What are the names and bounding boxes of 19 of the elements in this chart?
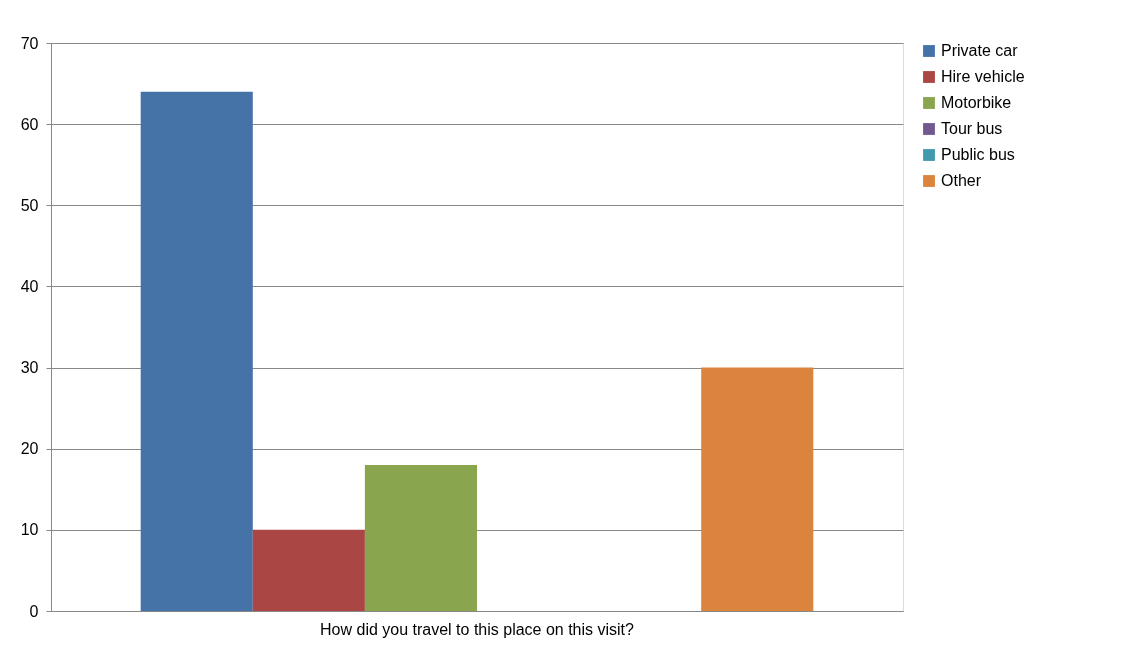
bar [252, 529, 365, 611]
bar [140, 91, 253, 611]
legend-label: Tour bus [941, 120, 1003, 137]
bar [701, 367, 814, 611]
y-tick-label: 0 [29, 602, 39, 620]
x-tick-label: How did you travel to this place on this visit? [320, 620, 635, 638]
y-tick-label: 10 [20, 521, 39, 539]
y-tick-label: 50 [20, 196, 39, 214]
legend-label: Private car [941, 42, 1019, 59]
y-tick-label: 40 [20, 277, 39, 295]
y-tick-label: 60 [20, 115, 39, 133]
legend-label: Hire vehicle [941, 68, 1025, 85]
legend-label: Other [941, 172, 982, 189]
legend-label: Motorbike [941, 94, 1012, 111]
y-tick-label: 70 [20, 34, 39, 52]
bar [364, 464, 477, 611]
y-tick-label: 30 [20, 359, 39, 377]
y-tick-label: 20 [20, 440, 39, 458]
legend-label: Public bus [941, 146, 1015, 163]
